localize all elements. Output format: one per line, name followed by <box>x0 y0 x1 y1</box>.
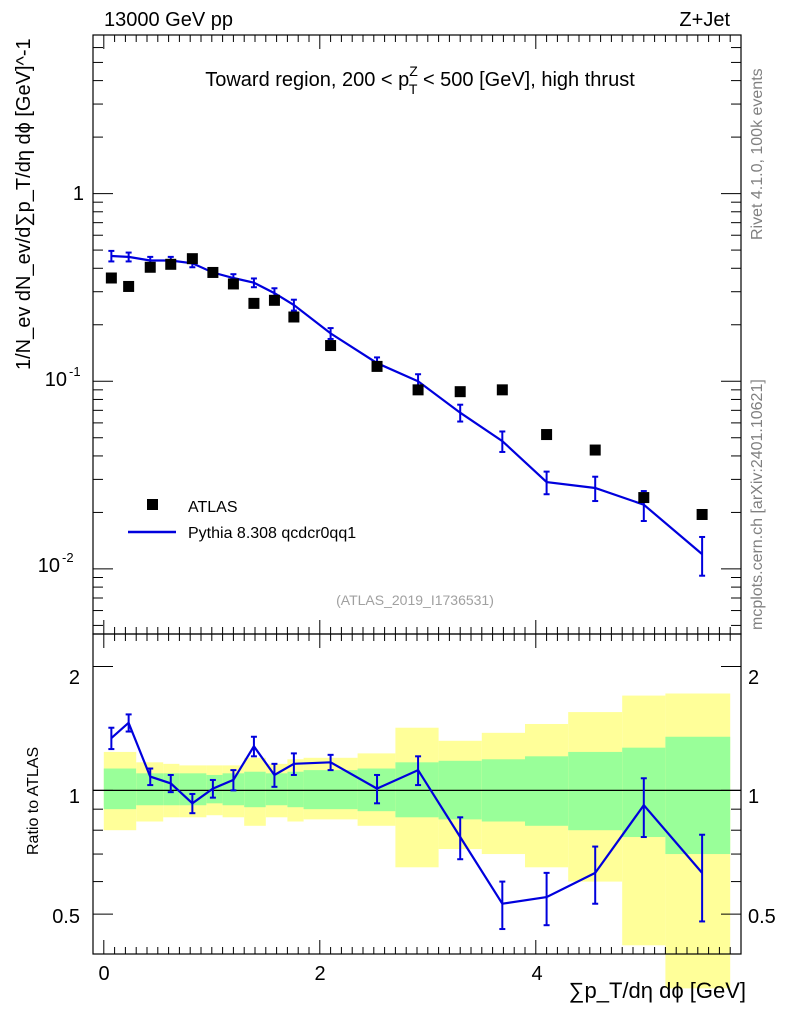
ratio-tick-left-0.5: 0.5 <box>52 906 80 928</box>
ratio-bands <box>93 693 741 989</box>
region-title-pre: Toward region, 200 < p <box>205 69 409 91</box>
data-point-12 <box>412 384 424 396</box>
mcplots-label: mcplots.cern.ch [arXiv:2401.10621] <box>749 379 766 630</box>
data-point-5 <box>207 266 219 278</box>
data-point-13 <box>454 386 466 398</box>
plot-frames <box>92 34 742 955</box>
data-point-3 <box>165 258 177 270</box>
legend-data-marker <box>147 499 158 510</box>
data-point-15 <box>541 429 553 441</box>
data-point-18 <box>696 508 708 520</box>
ratio-ylabel: Ratio to ATLAS <box>25 747 42 855</box>
ytick-label-0.01-base: 10 <box>38 555 60 577</box>
ratio-tick-right-1: 1 <box>748 786 759 808</box>
data-point-9 <box>288 311 300 323</box>
ratio-band-inner-7 <box>244 771 266 808</box>
ratio-tick-right-2: 2 <box>748 667 759 689</box>
data-point-7 <box>248 297 260 309</box>
data-point-4 <box>186 253 198 265</box>
ytick-label-0.1-exp: -1 <box>69 364 81 379</box>
data-point-8 <box>268 294 280 306</box>
ytick-label-1: 1 <box>73 183 84 205</box>
ratio-band-inner-9 <box>287 771 304 808</box>
ytick-label-0.1-base: 10 <box>45 369 67 391</box>
rivet-label: Rivet 4.1.0, 100k events <box>749 68 766 240</box>
data-point-11 <box>371 360 383 372</box>
ratio-band-inner-8 <box>265 773 288 806</box>
ratio-band-inner-18 <box>665 736 731 855</box>
main-frame <box>92 34 742 635</box>
ratio-band-inner-16 <box>568 751 623 831</box>
main-panel-content <box>105 249 708 577</box>
data-point-10 <box>325 340 337 352</box>
energy-label: 13000 GeV pp <box>104 9 233 31</box>
main-ylabel: 1/N_ev dN_ev/d∑p_T/dη dϕ [GeV]^-1 <box>13 38 35 370</box>
data-point-17 <box>638 492 650 504</box>
ratio-tick-left-1: 1 <box>69 786 80 808</box>
region-title-sup: Z <box>409 63 418 79</box>
region-title: Toward region, 200 < pZ T < 500 [GeV], hi… <box>205 63 635 97</box>
ratio-tick-right-0.5: 0.5 <box>748 906 776 928</box>
data-point-6 <box>227 278 239 290</box>
legend-data-label: ATLAS <box>188 499 238 516</box>
xlabel: ∑p_T/dη dϕ [GeV] <box>569 978 746 1003</box>
data-point-16 <box>589 444 601 456</box>
xtick-label-4: 4 <box>531 963 542 985</box>
ratio-band-inner-10 <box>303 770 358 810</box>
region-title-sub: T <box>409 81 418 97</box>
ratio-tick-left-2: 2 <box>69 667 80 689</box>
ratio-band-inner-5 <box>206 774 223 804</box>
data-point-2 <box>144 261 156 273</box>
ratio-series <box>108 713 706 931</box>
region-title-post: < 500 [GeV], high thrust <box>417 69 635 91</box>
process-label: Z+Jet <box>679 9 730 31</box>
data-point-14 <box>496 384 508 396</box>
analysis-watermark: (ATLAS_2019_I1736531) <box>336 592 494 608</box>
ratio-band-inner-1 <box>120 768 137 810</box>
ytick-label-0.01-exp: -2 <box>62 550 74 565</box>
data-point-1 <box>123 280 135 292</box>
ratio-band-inner-0 <box>103 768 120 810</box>
ratio-band-inner-15 <box>525 756 569 826</box>
legend-mc-label: Pythia 8.308 qcdcr0qq1 <box>188 525 356 542</box>
data-point-0 <box>105 272 117 284</box>
xtick-label-0: 0 <box>98 963 109 985</box>
xtick-label-2: 2 <box>314 963 325 985</box>
